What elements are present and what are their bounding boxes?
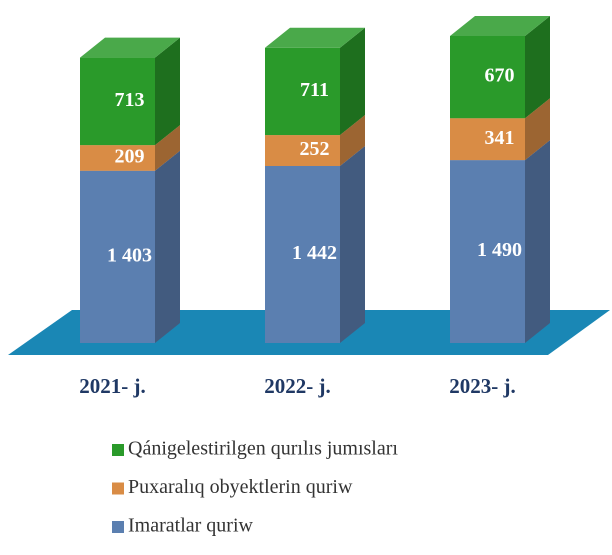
- bar: [450, 118, 525, 161]
- legend-label: Puxaralıq obyektlerin quriw: [128, 476, 353, 498]
- value-label: 341: [485, 127, 515, 149]
- legend-swatch: [112, 521, 124, 533]
- value-label: 1 403: [107, 244, 152, 266]
- bar-side: [525, 98, 550, 161]
- bar-side: [155, 150, 180, 343]
- legend-swatch: [112, 482, 124, 495]
- bar: [80, 170, 155, 343]
- bar-top: [265, 27, 365, 48]
- bar-side: [525, 140, 550, 343]
- bar-side: [340, 27, 365, 136]
- x-tick-label: 2023- j.: [449, 374, 516, 398]
- bar: [80, 145, 155, 171]
- value-label: 713: [115, 89, 145, 111]
- bar-top: [80, 37, 180, 58]
- bar: [265, 135, 340, 166]
- value-label: 209: [115, 146, 145, 168]
- legend-label: Imaratlar quriw: [128, 515, 253, 537]
- x-tick-label: 2022- j.: [264, 374, 331, 398]
- legend-label: Qánigelestirilgen qurılıs jumısları: [128, 438, 398, 460]
- bar: [450, 160, 525, 343]
- value-label: 1 442: [292, 242, 337, 264]
- x-tick-label: 2021- j.: [79, 374, 146, 398]
- bar: [450, 36, 525, 119]
- bar: [265, 165, 340, 343]
- value-label: 711: [300, 79, 329, 101]
- value-label: 252: [300, 138, 330, 160]
- bar-side: [340, 115, 365, 166]
- bar-side: [155, 37, 180, 146]
- value-label: 1 490: [477, 239, 522, 261]
- bar: [265, 47, 340, 136]
- bar-side: [525, 16, 550, 119]
- legend-swatch: [112, 444, 124, 456]
- value-label: 670: [485, 65, 515, 87]
- bar-side: [155, 125, 180, 171]
- bar-side: [340, 145, 365, 343]
- bar-top: [450, 16, 550, 36]
- bar: [80, 57, 155, 146]
